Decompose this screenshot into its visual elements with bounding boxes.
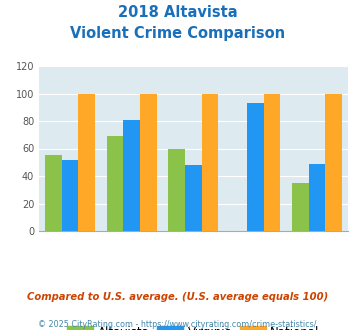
- Text: © 2025 CityRating.com - https://www.cityrating.com/crime-statistics/: © 2025 CityRating.com - https://www.city…: [38, 320, 317, 329]
- Text: Compared to U.S. average. (U.S. average equals 100): Compared to U.S. average. (U.S. average …: [27, 292, 328, 302]
- Bar: [185, 165, 202, 231]
- Bar: [202, 93, 218, 231]
- Bar: [107, 136, 124, 231]
- Bar: [45, 155, 62, 231]
- Text: Violent Crime Comparison: Violent Crime Comparison: [70, 26, 285, 41]
- Bar: [140, 93, 157, 231]
- Legend: Altavista, Virginia, National: Altavista, Virginia, National: [62, 321, 324, 330]
- Bar: [78, 93, 95, 231]
- Bar: [169, 148, 185, 231]
- Bar: [325, 93, 342, 231]
- Bar: [309, 164, 325, 231]
- Bar: [62, 159, 78, 231]
- Bar: [292, 183, 309, 231]
- Bar: [263, 93, 280, 231]
- Text: 2018 Altavista: 2018 Altavista: [118, 5, 237, 20]
- Bar: [247, 103, 263, 231]
- Bar: [124, 120, 140, 231]
